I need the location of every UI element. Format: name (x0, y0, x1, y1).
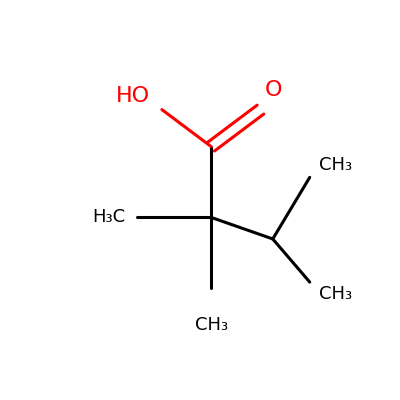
Text: HO: HO (116, 86, 150, 106)
Text: H₃C: H₃C (92, 208, 126, 226)
Text: O: O (265, 80, 282, 100)
Text: CH₃: CH₃ (319, 286, 352, 303)
Text: CH₃: CH₃ (194, 316, 228, 334)
Text: CH₃: CH₃ (319, 156, 352, 174)
